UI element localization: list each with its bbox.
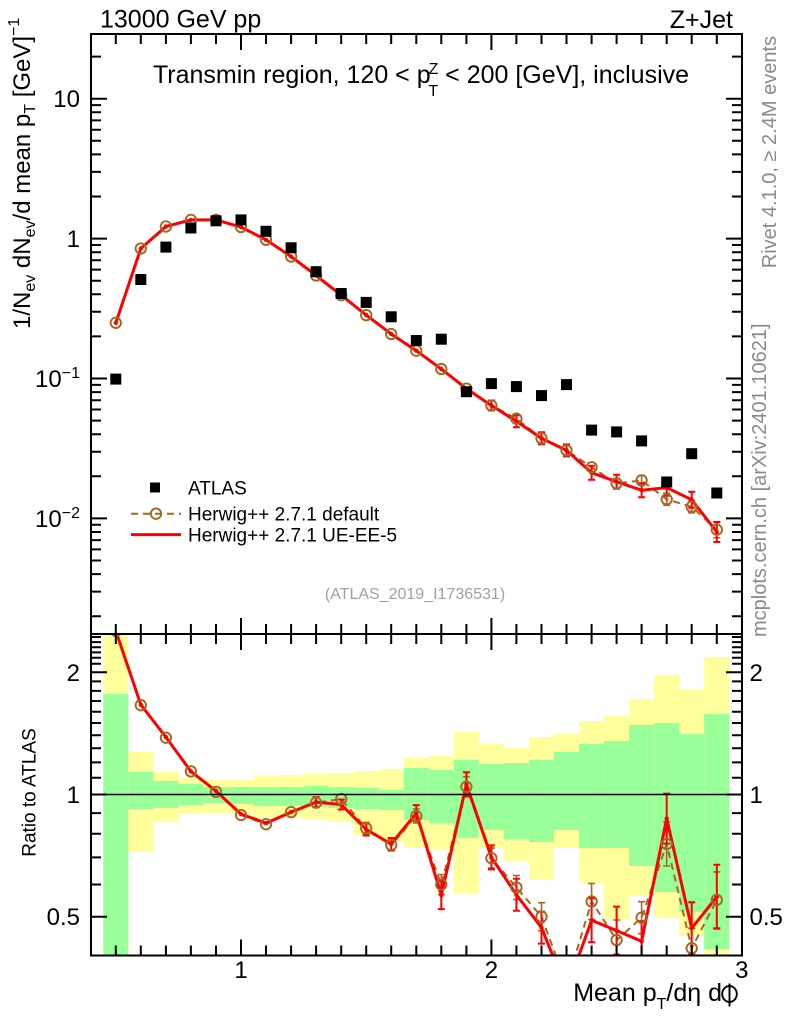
svg-text:Herwig++ 2.7.1 UE-EE-5: Herwig++ 2.7.1 UE-EE-5 (188, 525, 397, 546)
svg-text:(ATLAS_2019_I1736531): (ATLAS_2019_I1736531) (325, 586, 505, 603)
svg-text:0.5: 0.5 (750, 904, 783, 931)
svg-text:1: 1 (67, 226, 80, 253)
svg-text:10: 10 (53, 86, 80, 113)
svg-text:Z+Jet: Z+Jet (670, 6, 733, 34)
svg-text:1: 1 (234, 957, 247, 984)
svg-text:Rivet 4.1.0, ≥ 2.4M events: Rivet 4.1.0, ≥ 2.4M events (759, 36, 781, 268)
svg-text:0.5: 0.5 (47, 904, 80, 931)
svg-text:3: 3 (735, 957, 748, 984)
svg-text:1: 1 (750, 782, 763, 809)
svg-text:2: 2 (485, 957, 498, 984)
svg-text:ATLAS: ATLAS (188, 479, 247, 500)
svg-text:13000 GeV pp: 13000 GeV pp (100, 6, 261, 34)
svg-text:2: 2 (750, 660, 763, 687)
svg-text:2: 2 (67, 660, 80, 687)
svg-text:mcplots.cern.ch [arXiv:2401.10: mcplots.cern.ch [arXiv:2401.10621] (749, 323, 771, 637)
svg-text:Ratio to ATLAS: Ratio to ATLAS (20, 728, 41, 857)
svg-text:Herwig++ 2.7.1 default: Herwig++ 2.7.1 default (188, 504, 380, 525)
svg-text:1: 1 (67, 782, 80, 809)
